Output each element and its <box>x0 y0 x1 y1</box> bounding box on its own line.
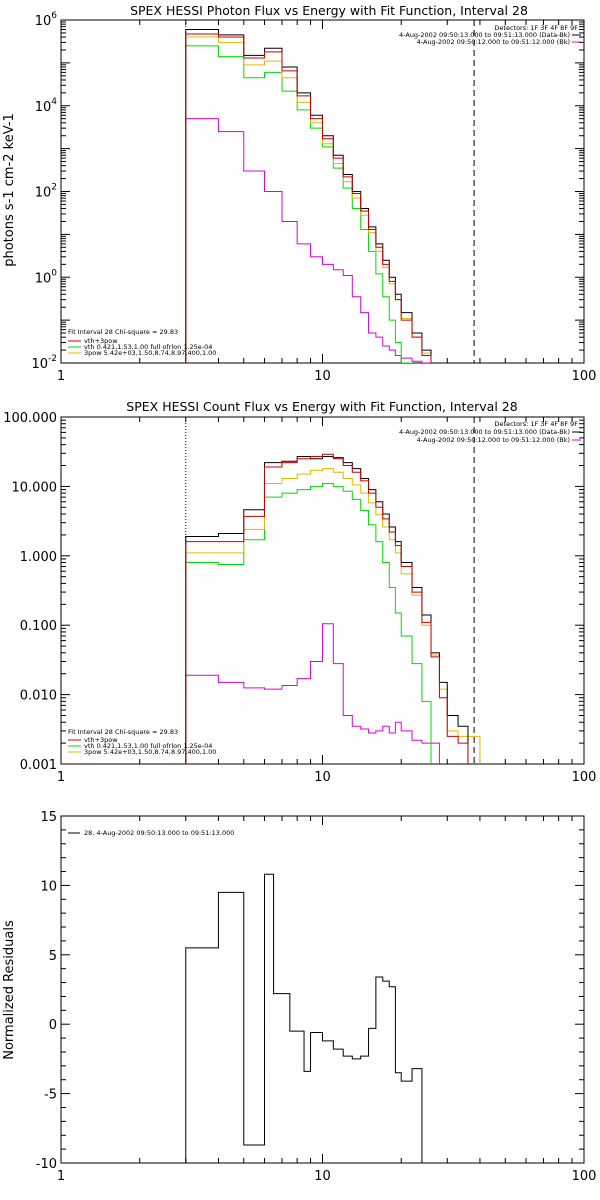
photon-legend-detectors: Detectors: 1F 3F 4F 8F 9F <box>494 24 578 32</box>
series-magenta-histogram <box>185 118 492 363</box>
y-tick-label: 102 <box>35 183 57 201</box>
count-axis-ticks: 1 10 100 0.001 0.010 0.100 1.000 10.000 100.000 <box>3 411 596 785</box>
series-magenta-histogram <box>185 623 492 764</box>
y-tick-label: -5 <box>44 1088 57 1103</box>
photon-legend-bottom: Fit Interval 28 Chi-square = 29.83 vth+3… <box>68 328 216 357</box>
photon-legend-data-interval: 4-Aug-2002 09:50:13.000 to 09:51:13.000 … <box>399 31 570 39</box>
photon-legend-vth: vth 0.421,1.53,1.00 full ofrlon 1.25e-04 <box>84 343 212 351</box>
series-orange-histogram <box>185 36 492 363</box>
photon-flux-panel: SPEX HESSI Photon Flux vs Energy with Fi… <box>2 3 596 384</box>
photon-legend-total: vth+3pow <box>84 337 118 345</box>
residuals-plot-frame <box>60 815 585 1164</box>
photon-y-axis-label: photons s-1 cm-2 keV-1 <box>2 113 17 267</box>
y-tick-label: 10.000 <box>12 480 58 495</box>
count-chart-title: SPEX HESSI Count Flux vs Energy with Fit… <box>126 399 517 414</box>
residuals-y-axis-label: Normalized Residuals <box>2 920 17 1060</box>
count-legend-bottom: Fit Interval 28 Chi-square = 29.83 vth+3… <box>68 728 216 756</box>
x-tick-label: 100 <box>572 770 597 785</box>
photon-chart-title: SPEX HESSI Photon Flux vs Energy with Fi… <box>130 3 528 18</box>
x-tick-label: 1 <box>57 369 65 384</box>
y-tick-label: 104 <box>35 97 58 115</box>
residuals-axis-ticks: 1 10 100 -10 -5 0 5 10 15 <box>36 810 597 1184</box>
series-black-histogram <box>185 455 492 764</box>
y-tick-label: -10 <box>36 1157 57 1172</box>
y-tick-label: 15 <box>40 810 57 825</box>
x-tick-label: 100 <box>572 1169 597 1184</box>
count-legend-vth: vth 0.421,1.53,1.00 full ofrlon 1.25e-04 <box>84 742 212 750</box>
y-tick-label: 100.000 <box>3 411 57 426</box>
residuals-series <box>185 873 423 1163</box>
photon-legend-fit-interval: Fit Interval 28 Chi-square = 29.83 <box>68 328 178 336</box>
y-tick-label: 0.001 <box>20 758 57 773</box>
x-tick-label: 10 <box>314 1169 331 1184</box>
count-legend-detectors: Detectors: 1F 3F 4F 8F 9F <box>494 420 578 428</box>
photon-y-axis-label-text: photons s-1 cm-2 keV-1 <box>2 113 17 267</box>
count-legend-data-interval: 4-Aug-2002 09:50:13.000 to 09:51:13.000 … <box>399 428 570 436</box>
photon-plot-frame <box>60 19 585 364</box>
series-orange-histogram <box>185 468 492 764</box>
y-tick-label: 1.000 <box>20 550 57 565</box>
count-legend-top: Detectors: 1F 3F 4F 8F 9F 4-Aug-2002 09:… <box>399 420 581 444</box>
series-black-histogram <box>185 873 423 1163</box>
x-tick-label: 10 <box>314 770 331 785</box>
photon-series <box>185 20 492 363</box>
series-red-histogram <box>185 453 492 764</box>
y-tick-label: 0.100 <box>20 619 57 634</box>
photon-legend-3pow: 3pow 5.42e+03,1.50,8.74,8.97,400,1.00 <box>84 349 216 357</box>
count-legend-fit-interval: Fit Interval 28 Chi-square = 29.83 <box>68 728 178 736</box>
y-tick-label: 100 <box>35 268 58 286</box>
series-red-histogram <box>185 33 492 363</box>
photon-axis-ticks: 1 10 100 10-2 100 102 104 106 <box>31 11 596 384</box>
y-tick-label: 0.010 <box>20 689 57 704</box>
series-green-histogram <box>185 483 492 764</box>
residuals-panel: Normalized Residuals 1 10 100 -10 -5 0 5 10 15 2… <box>2 810 596 1184</box>
x-tick-label: 1 <box>57 1169 65 1184</box>
x-tick-label: 100 <box>572 369 597 384</box>
y-tick-label: 10-2 <box>31 354 57 372</box>
y-tick-label: 0 <box>49 1018 57 1033</box>
photon-legend-top: Detectors: 1F 3F 4F 8F 9F 4-Aug-2002 09:… <box>399 24 581 46</box>
x-tick-label: 10 <box>314 369 331 384</box>
y-tick-label: 5 <box>49 949 57 964</box>
series-green-histogram <box>185 45 492 363</box>
residuals-legend: 28. 4-Aug-2002 09:50:13.000 to 09:51:13.… <box>68 829 234 837</box>
residuals-legend-label: 28. 4-Aug-2002 09:50:13.000 to 09:51:13.… <box>84 829 234 837</box>
count-flux-panel: SPEX HESSI Count Flux vs Energy with Fit… <box>3 399 596 785</box>
y-tick-label: 10 <box>40 879 57 894</box>
count-legend-total: vth+3pow <box>84 736 118 744</box>
y-tick-label: 106 <box>35 11 58 29</box>
count-series <box>185 417 492 764</box>
count-legend-bk-interval: 4-Aug-2002 09:50:12.000 to 09:51:12.000 … <box>417 436 570 444</box>
x-tick-label: 1 <box>57 770 65 785</box>
photon-legend-bk-interval: 4-Aug-2002 09:50:12.000 to 09:51:12.000 … <box>417 38 570 46</box>
series-black-histogram <box>185 29 492 363</box>
count-legend-3pow: 3pow 5.42e+03,1.50,8.74,8.97,400,1.00 <box>84 748 216 756</box>
